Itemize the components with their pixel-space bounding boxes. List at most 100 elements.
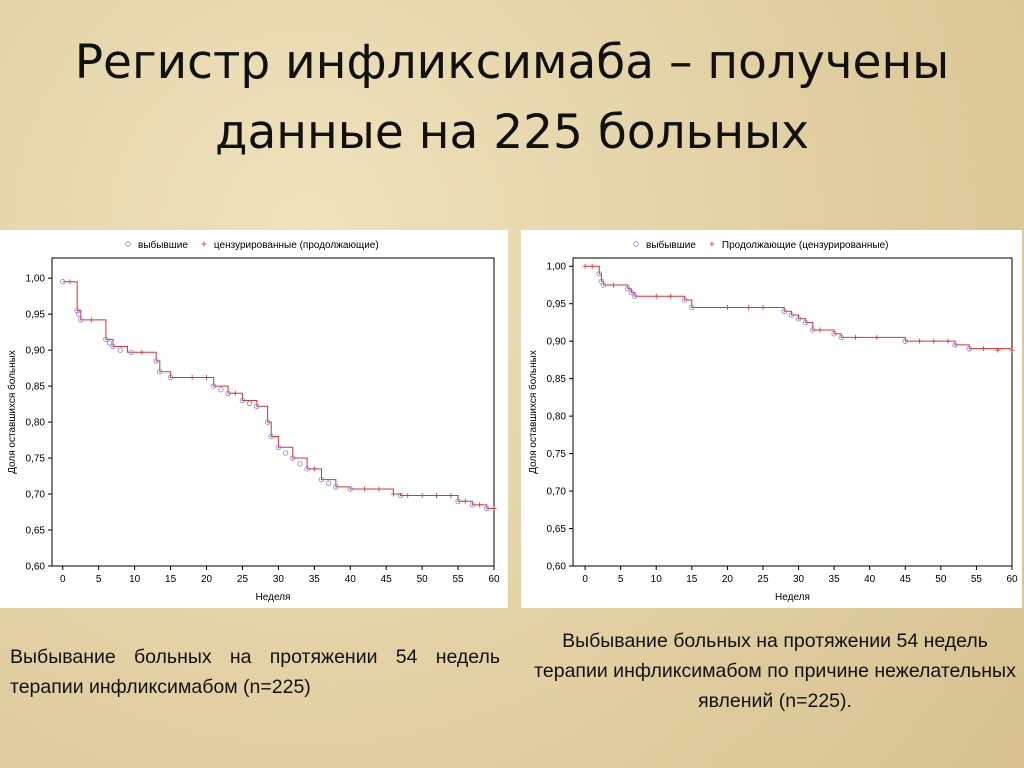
censor-marker [817, 327, 823, 333]
y-tick-label: 0,80 [547, 412, 567, 423]
event-marker [952, 342, 958, 348]
censor-marker [491, 505, 497, 511]
legend-label: Продолжающие (цензурированные) [722, 240, 889, 251]
censor-marker [945, 338, 951, 344]
censor-marker [582, 263, 588, 269]
censor-marker [1009, 347, 1015, 353]
x-tick-label: 25 [237, 574, 249, 585]
y-tick-label: 0,90 [26, 346, 46, 357]
censor-marker [362, 486, 368, 492]
legend-label: выбывшие [646, 239, 696, 251]
x-tick-label: 35 [309, 574, 321, 585]
chart: 0,60 0,65 0,70 0,75 0,80 0,85 0,90 0,95 1,00 0 5 10… [0, 230, 508, 608]
event-marker [788, 312, 795, 318]
event-marker [795, 316, 802, 322]
event-marker [128, 349, 134, 355]
censor-marker [589, 263, 595, 269]
event-marker [106, 340, 113, 346]
event-marker [469, 502, 476, 508]
event-marker [78, 317, 84, 323]
caption: Выбывание больных на протяжении 54 недел… [10, 646, 500, 698]
censor-marker [139, 349, 145, 355]
censor-marker [981, 346, 987, 352]
event-marker [689, 304, 695, 311]
y-tick-label: 0,60 [547, 562, 567, 573]
y-tick-label: 0,75 [26, 454, 46, 465]
censor-marker [724, 304, 730, 310]
censor-marker [434, 492, 440, 498]
y-tick-label: 0,95 [26, 310, 46, 321]
censor-marker [477, 502, 483, 508]
x-tick-label: 15 [165, 574, 177, 585]
event-marker [275, 444, 282, 450]
y-tick-label: 0,85 [547, 374, 567, 385]
legend-label: цензурированные (продолжающие) [214, 240, 379, 251]
event-marker [264, 419, 271, 425]
x-tick-label: 30 [273, 574, 285, 585]
censor-marker [390, 491, 396, 497]
plot-area [51, 257, 495, 567]
censor-marker [189, 374, 195, 380]
event-marker [282, 450, 289, 456]
censor-marker [995, 347, 1001, 353]
x-tick-label: 25 [757, 574, 769, 585]
censor-marker [448, 492, 454, 498]
event-marker [625, 286, 631, 292]
event-marker [628, 289, 635, 296]
censor-marker [67, 279, 73, 285]
event-marker [268, 433, 274, 440]
y-tick-label: 0,65 [26, 526, 46, 537]
legend-marker [125, 241, 131, 247]
y-tick-label: 1,00 [26, 274, 46, 285]
x-tick-label: 0 [582, 574, 588, 585]
event-marker [632, 293, 638, 299]
x-tick-label: 10 [651, 574, 663, 585]
event-marker [239, 397, 246, 404]
x-tick-label: 5 [96, 574, 102, 585]
y-tick-label: 0,70 [547, 487, 567, 498]
censor-marker [746, 304, 752, 310]
x-tick-label: 30 [793, 574, 805, 585]
event-marker [157, 369, 163, 375]
event-marker [290, 455, 296, 461]
censor-marker [852, 334, 858, 340]
event-marker [333, 484, 339, 490]
event-marker [117, 347, 123, 353]
legend-label: выбывшие [138, 239, 188, 251]
y-axis-label: Доля оставшихся больных [6, 350, 18, 474]
x-tick-label: 35 [829, 574, 841, 585]
event-marker [60, 279, 66, 285]
slide-title: Регистр инфликсимаба – получены данные н… [74, 35, 950, 160]
censor-marker [760, 304, 766, 310]
x-tick-label: 0 [60, 574, 66, 585]
event-marker [484, 505, 490, 512]
event-marker [347, 486, 353, 492]
x-axis-label: Неделя [256, 592, 291, 603]
event-marker [810, 327, 816, 333]
censor-marker [667, 293, 673, 299]
x-tick-label: 45 [381, 574, 393, 585]
event-marker [297, 461, 303, 467]
censor-marker [611, 282, 617, 288]
x-tick-label: 60 [488, 574, 500, 585]
event-marker [902, 338, 908, 344]
event-marker [397, 492, 404, 499]
event-marker [246, 400, 253, 407]
event-marker [211, 383, 217, 389]
censor-marker [232, 390, 238, 396]
event-marker [318, 476, 325, 483]
x-tick-label: 50 [417, 574, 429, 585]
x-tick-label: 40 [864, 574, 876, 585]
x-tick-label: 50 [935, 574, 947, 585]
x-tick-label: 15 [686, 574, 698, 585]
y-tick-label: 0,60 [26, 562, 46, 573]
event-marker [225, 390, 231, 396]
x-tick-label: 5 [618, 574, 624, 585]
event-marker [831, 330, 837, 337]
event-marker [600, 282, 607, 288]
censor-marker [874, 334, 880, 340]
event-marker [103, 336, 109, 343]
censor-marker [204, 374, 210, 380]
censor-marker [89, 317, 95, 323]
